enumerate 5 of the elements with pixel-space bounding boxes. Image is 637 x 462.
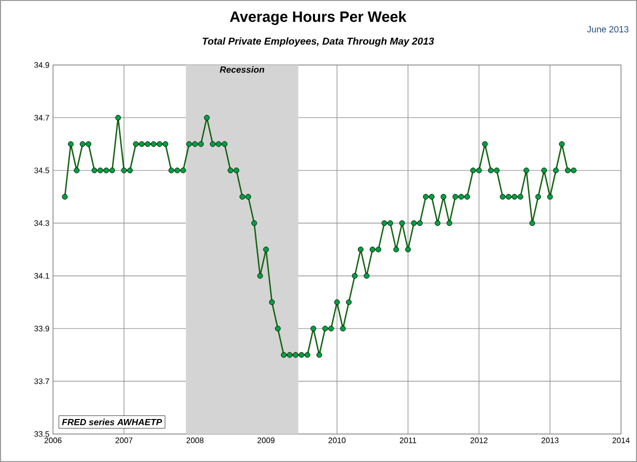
chart-title: Average Hours Per Week	[230, 10, 406, 25]
annotation: FRED series AWHAETP	[62, 418, 162, 426]
chart-subtitle: Total Private Employees, Data Through May 2013	[202, 37, 434, 47]
text: June 2013	[587, 26, 628, 32]
band-label: Recession	[220, 66, 264, 73]
